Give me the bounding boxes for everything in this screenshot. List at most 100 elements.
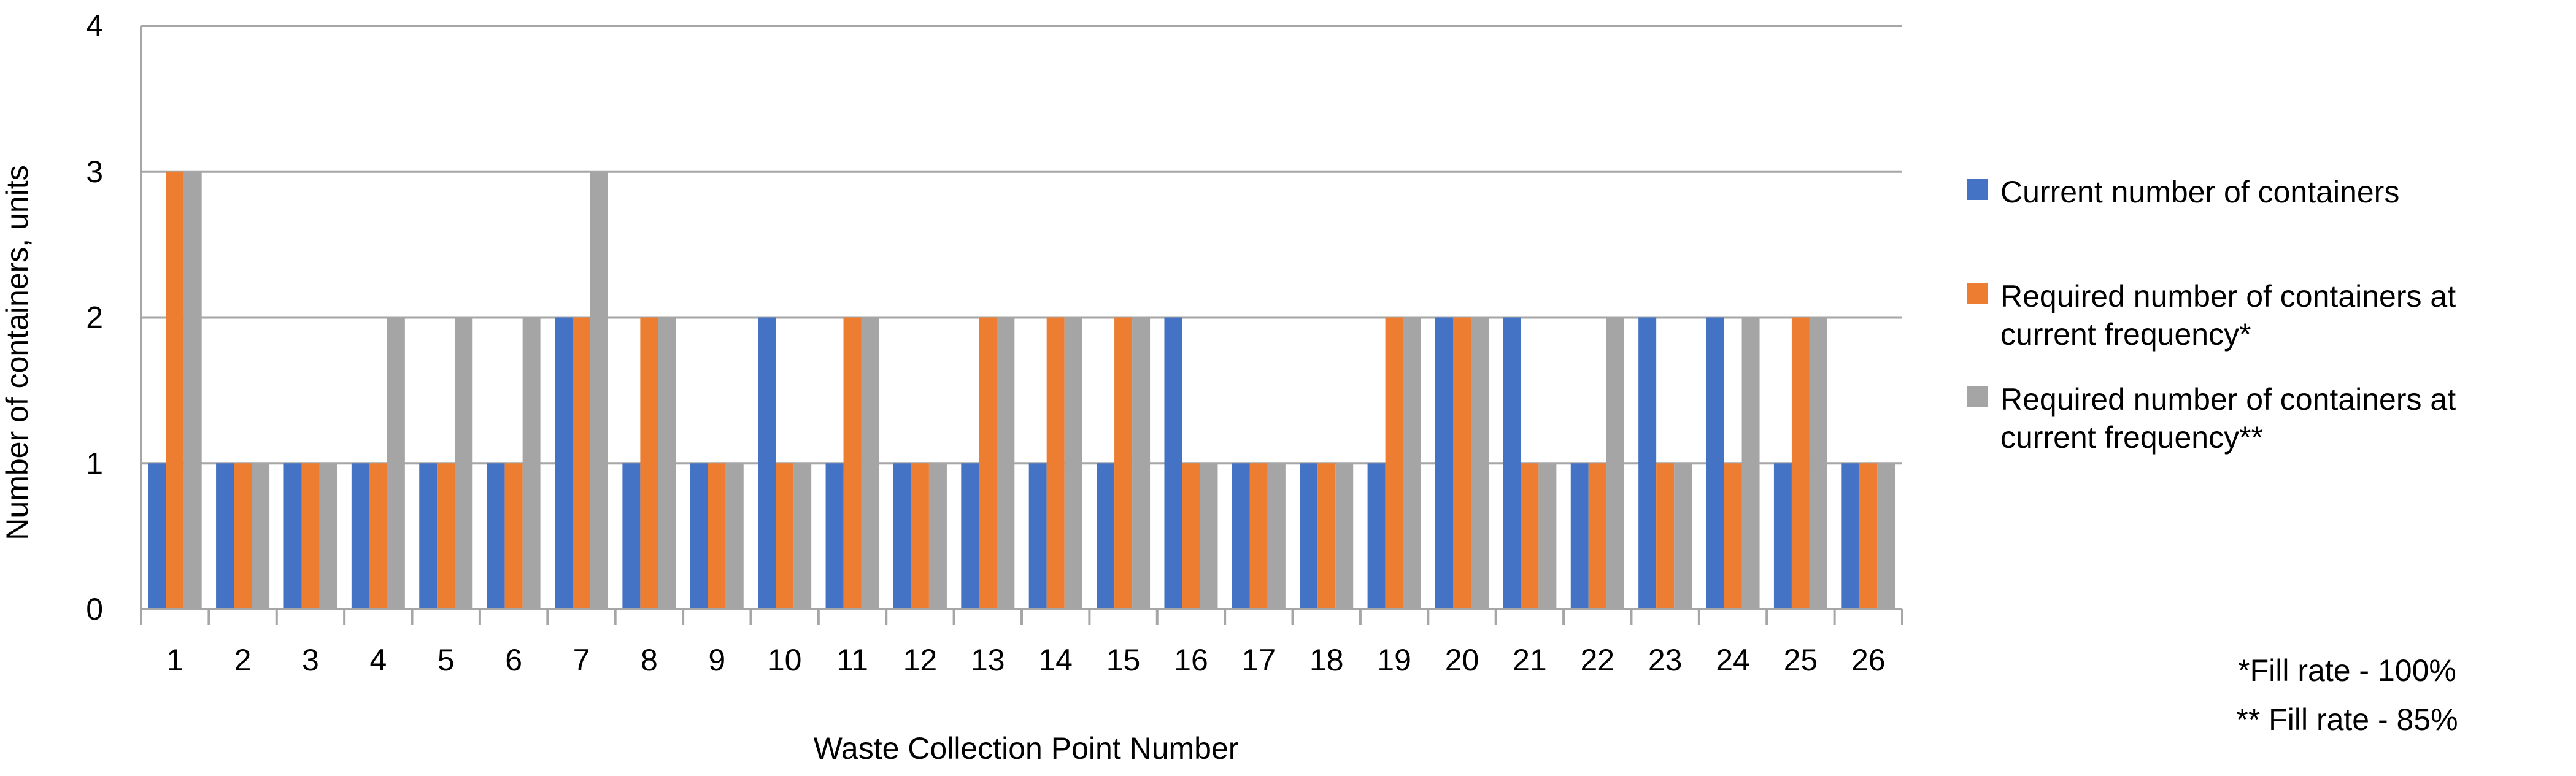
bar-series-2-point-4 <box>369 463 387 609</box>
x-tick-label: 3 <box>302 643 319 677</box>
y-tick-label: 4 <box>86 9 103 43</box>
bar-series-2-point-19 <box>1385 317 1403 609</box>
bar-series-1-point-20 <box>1435 317 1453 609</box>
bar-series-1-point-3 <box>283 463 302 609</box>
bar-series-3-point-1 <box>183 171 202 609</box>
bar-series-2-point-17 <box>1249 463 1268 609</box>
legend-label-2: Required number of containers at current … <box>2000 279 2456 352</box>
bar-series-1-point-23 <box>1638 317 1657 609</box>
bar-series-2-point-1 <box>166 171 184 609</box>
bar-series-3-point-18 <box>1335 463 1354 609</box>
bar-series-3-point-2 <box>252 463 270 609</box>
bar-series-1-point-5 <box>419 463 438 609</box>
bar-series-2-point-15 <box>1114 317 1133 609</box>
bar-series-3-point-11 <box>861 317 879 609</box>
bar-series-2-point-26 <box>1859 463 1878 609</box>
bar-series-1-point-22 <box>1570 463 1589 609</box>
x-tick-label: 6 <box>505 643 522 677</box>
x-tick-label: 9 <box>708 643 725 677</box>
footnote-2: ** Fill rate - 85% <box>2236 702 2458 737</box>
bar-series-3-point-3 <box>319 463 337 609</box>
bar-series-1-point-16 <box>1164 317 1182 609</box>
bar-series-1-point-24 <box>1706 317 1724 609</box>
bar-series-1-point-7 <box>555 317 573 609</box>
bar-series-1-point-9 <box>690 463 708 609</box>
x-tick-label: 14 <box>1038 643 1073 677</box>
x-tick-label: 10 <box>768 643 802 677</box>
bar-series-3-point-23 <box>1674 463 1692 609</box>
bar-series-2-point-18 <box>1317 463 1336 609</box>
x-tick-label: 5 <box>438 643 455 677</box>
bar-series-2-point-20 <box>1453 317 1471 609</box>
legend-swatch-3 <box>1967 386 1988 407</box>
bar-series-1-point-26 <box>1841 463 1860 609</box>
bar-series-1-point-4 <box>351 463 369 609</box>
bar-series-1-point-19 <box>1367 463 1386 609</box>
bar-series-1-point-15 <box>1097 463 1115 609</box>
y-tick-label: 3 <box>86 155 103 189</box>
axis-labels: Number of containers, units Waste Collec… <box>0 165 1238 766</box>
bar-series-2-point-12 <box>911 463 929 609</box>
bar-series-2-point-7 <box>573 317 590 609</box>
bar-series-1-point-13 <box>961 463 979 609</box>
bar-series-2-point-10 <box>776 463 794 609</box>
bar-series-1-point-17 <box>1232 463 1250 609</box>
bar-series-3-point-5 <box>455 317 473 609</box>
bar-series-2-point-9 <box>708 463 726 609</box>
bars <box>148 171 1895 609</box>
y-axis-title: Number of containers, units <box>0 165 34 540</box>
bar-series-2-point-21 <box>1521 463 1539 609</box>
x-tick-label: 18 <box>1309 643 1344 677</box>
bar-series-2-point-25 <box>1791 317 1810 609</box>
bar-series-3-point-24 <box>1741 317 1760 609</box>
bar-series-3-point-21 <box>1538 463 1557 609</box>
x-tick-label: 23 <box>1648 643 1683 677</box>
bar-series-1-point-25 <box>1773 463 1792 609</box>
bar-series-3-point-16 <box>1200 463 1218 609</box>
x-tick-label: 21 <box>1513 643 1547 677</box>
x-axis-title: Waste Collection Point Number <box>814 731 1239 766</box>
footnotes: *Fill rate - 100% ** Fill rate - 85% <box>2236 653 2458 737</box>
y-tick-label: 2 <box>86 301 103 335</box>
bar-series-3-point-6 <box>522 317 541 609</box>
bar-series-2-point-6 <box>504 463 523 609</box>
x-tick-label: 17 <box>1242 643 1276 677</box>
x-tick-label: 25 <box>1784 643 1818 677</box>
x-tick-label: 7 <box>573 643 590 677</box>
x-tick-label: 13 <box>971 643 1005 677</box>
bar-series-2-point-3 <box>301 463 320 609</box>
legend-label-1: Current number of containers <box>2000 175 2399 209</box>
bar-series-1-point-18 <box>1300 463 1318 609</box>
x-tick-label: 19 <box>1377 643 1411 677</box>
legend-label-3: Required number of containers at current … <box>2000 382 2456 455</box>
bar-series-3-point-22 <box>1606 317 1624 609</box>
x-tick-label: 1 <box>166 643 183 677</box>
bar-series-3-point-17 <box>1267 463 1286 609</box>
x-tick-label: 2 <box>234 643 252 677</box>
y-tick-label: 0 <box>86 592 103 626</box>
bar-series-3-point-10 <box>793 463 812 609</box>
bar-series-2-point-24 <box>1724 463 1742 609</box>
bar-series-2-point-14 <box>1046 317 1065 609</box>
gridlines <box>141 25 1902 465</box>
bar-series-1-point-10 <box>758 317 776 609</box>
bar-series-3-point-20 <box>1471 317 1489 609</box>
x-tick-label: 11 <box>836 643 868 677</box>
bar-series-2-point-2 <box>234 463 252 609</box>
bar-series-1-point-8 <box>622 463 641 609</box>
bar-series-2-point-22 <box>1588 463 1606 609</box>
bar-series-3-point-9 <box>725 463 744 609</box>
x-tick-label: 8 <box>641 643 658 677</box>
bar-series-2-point-11 <box>843 317 862 609</box>
x-tick-label: 15 <box>1106 643 1141 677</box>
bar-series-1-point-1 <box>148 463 166 609</box>
y-tick-label: 1 <box>86 446 103 480</box>
legend-swatch-2 <box>1967 283 1988 304</box>
bar-series-3-point-8 <box>658 317 676 609</box>
bar-series-2-point-16 <box>1182 463 1200 609</box>
bar-series-2-point-5 <box>437 463 455 609</box>
x-tick-label: 16 <box>1174 643 1208 677</box>
